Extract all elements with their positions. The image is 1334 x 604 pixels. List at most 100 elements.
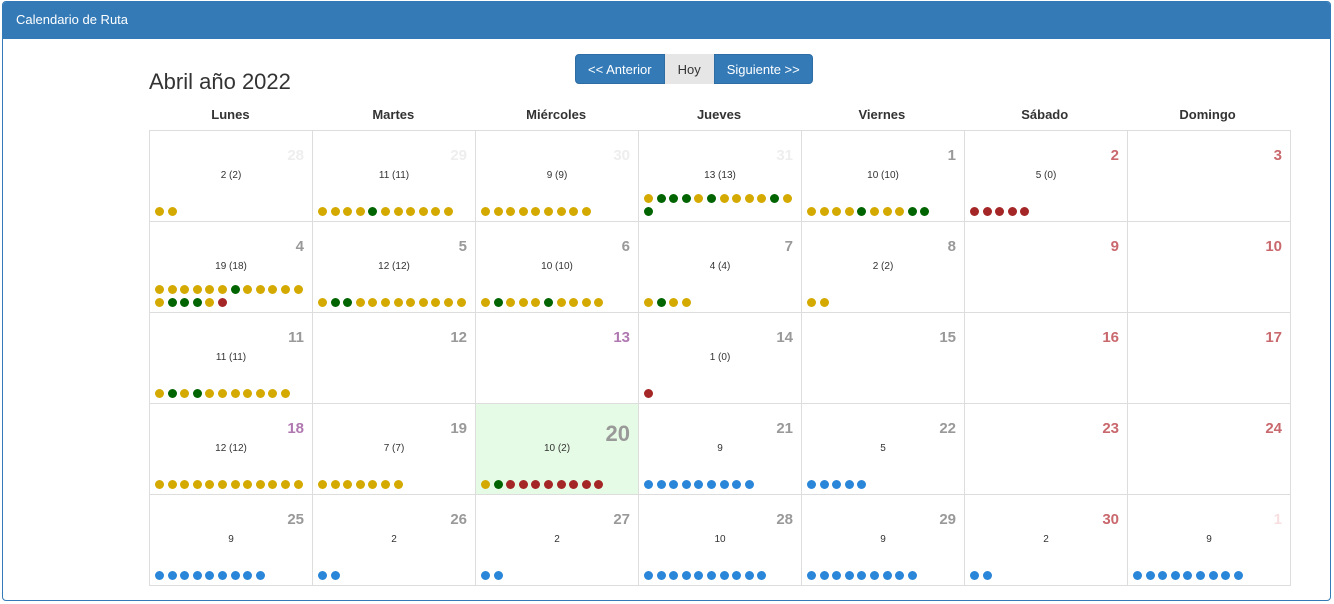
- route-status-dot[interactable]: [531, 480, 541, 489]
- calendar-day[interactable]: 12: [313, 313, 476, 404]
- route-status-dot[interactable]: [167, 480, 177, 489]
- route-status-dot[interactable]: [406, 298, 416, 307]
- route-status-dot[interactable]: [669, 298, 679, 307]
- route-status-dot[interactable]: [192, 389, 202, 398]
- calendar-day[interactable]: 23: [965, 404, 1128, 495]
- route-status-dot[interactable]: [857, 480, 867, 489]
- route-status-dot[interactable]: [1133, 571, 1142, 580]
- calendar-day[interactable]: 3: [1128, 131, 1291, 222]
- route-status-dot[interactable]: [280, 389, 290, 398]
- route-status-dot[interactable]: [644, 207, 653, 216]
- route-status-dot[interactable]: [443, 298, 453, 307]
- calendar-day[interactable]: 19 7 (7): [313, 404, 476, 495]
- route-status-dot[interactable]: [757, 194, 767, 203]
- next-month-button[interactable]: Siguiente >>: [713, 54, 813, 84]
- route-status-dot[interactable]: [970, 207, 979, 216]
- route-status-dot[interactable]: [205, 571, 215, 580]
- route-status-dot[interactable]: [644, 194, 653, 203]
- route-status-dot[interactable]: [230, 571, 240, 580]
- route-status-dot[interactable]: [970, 571, 979, 580]
- route-status-dot[interactable]: [355, 207, 365, 216]
- route-status-dot[interactable]: [255, 285, 265, 294]
- route-status-dot[interactable]: [205, 285, 215, 294]
- calendar-day[interactable]: 2 5 (0): [965, 131, 1128, 222]
- route-status-dot[interactable]: [581, 480, 591, 489]
- route-status-dot[interactable]: [1007, 207, 1017, 216]
- route-status-dot[interactable]: [907, 207, 917, 216]
- route-status-dot[interactable]: [330, 298, 340, 307]
- route-status-dot[interactable]: [895, 207, 905, 216]
- route-status-dot[interactable]: [330, 571, 340, 580]
- route-status-dot[interactable]: [1145, 571, 1155, 580]
- route-status-dot[interactable]: [1195, 571, 1205, 580]
- route-status-dot[interactable]: [782, 194, 792, 203]
- route-status-dot[interactable]: [192, 285, 202, 294]
- route-status-dot[interactable]: [669, 480, 679, 489]
- route-status-dot[interactable]: [556, 207, 566, 216]
- route-status-dot[interactable]: [644, 389, 653, 398]
- route-status-dot[interactable]: [167, 285, 177, 294]
- route-status-dot[interactable]: [857, 571, 867, 580]
- route-status-dot[interactable]: [456, 298, 466, 307]
- route-status-dot[interactable]: [832, 571, 842, 580]
- calendar-day[interactable]: 16: [965, 313, 1128, 404]
- route-status-dot[interactable]: [293, 480, 303, 489]
- route-status-dot[interactable]: [167, 389, 177, 398]
- route-status-dot[interactable]: [443, 207, 453, 216]
- route-status-dot[interactable]: [982, 207, 992, 216]
- route-status-dot[interactable]: [243, 285, 253, 294]
- route-status-dot[interactable]: [807, 298, 816, 307]
- route-status-dot[interactable]: [644, 571, 653, 580]
- route-status-dot[interactable]: [192, 571, 202, 580]
- route-status-dot[interactable]: [217, 480, 227, 489]
- route-status-dot[interactable]: [268, 285, 278, 294]
- calendar-day[interactable]: 27 2: [476, 495, 639, 586]
- route-status-dot[interactable]: [819, 298, 829, 307]
- calendar-day[interactable]: 31 13 (13): [639, 131, 802, 222]
- route-status-dot[interactable]: [380, 298, 390, 307]
- route-status-dot[interactable]: [982, 571, 992, 580]
- calendar-day[interactable]: 11 11 (11): [150, 313, 313, 404]
- calendar-day[interactable]: 25 9: [150, 495, 313, 586]
- route-status-dot[interactable]: [644, 298, 653, 307]
- route-status-dot[interactable]: [1208, 571, 1218, 580]
- route-status-dot[interactable]: [481, 207, 490, 216]
- route-status-dot[interactable]: [569, 207, 579, 216]
- route-status-dot[interactable]: [330, 207, 340, 216]
- route-status-dot[interactable]: [318, 480, 327, 489]
- route-status-dot[interactable]: [255, 480, 265, 489]
- route-status-dot[interactable]: [180, 285, 190, 294]
- route-status-dot[interactable]: [506, 298, 516, 307]
- calendar-day[interactable]: 15: [802, 313, 965, 404]
- route-status-dot[interactable]: [205, 389, 215, 398]
- route-status-dot[interactable]: [882, 207, 892, 216]
- route-status-dot[interactable]: [694, 571, 704, 580]
- calendar-day[interactable]: 17: [1128, 313, 1291, 404]
- route-status-dot[interactable]: [543, 480, 553, 489]
- route-status-dot[interactable]: [418, 298, 428, 307]
- route-status-dot[interactable]: [844, 571, 854, 580]
- route-status-dot[interactable]: [217, 571, 227, 580]
- calendar-day[interactable]: 29 11 (11): [313, 131, 476, 222]
- route-status-dot[interactable]: [155, 207, 164, 216]
- route-status-dot[interactable]: [192, 480, 202, 489]
- route-status-dot[interactable]: [167, 298, 177, 307]
- previous-month-button[interactable]: << Anterior: [575, 54, 665, 84]
- route-status-dot[interactable]: [681, 571, 691, 580]
- route-status-dot[interactable]: [1233, 571, 1243, 580]
- route-status-dot[interactable]: [556, 480, 566, 489]
- route-status-dot[interactable]: [1183, 571, 1193, 580]
- route-status-dot[interactable]: [531, 298, 541, 307]
- route-status-dot[interactable]: [656, 298, 666, 307]
- route-status-dot[interactable]: [706, 194, 716, 203]
- route-status-dot[interactable]: [431, 207, 441, 216]
- calendar-day[interactable]: 13: [476, 313, 639, 404]
- route-status-dot[interactable]: [418, 207, 428, 216]
- route-status-dot[interactable]: [644, 480, 653, 489]
- route-status-dot[interactable]: [832, 207, 842, 216]
- route-status-dot[interactable]: [869, 571, 879, 580]
- calendar-day-today[interactable]: 20 10 (2): [476, 404, 639, 495]
- route-status-dot[interactable]: [330, 480, 340, 489]
- route-status-dot[interactable]: [380, 207, 390, 216]
- route-status-dot[interactable]: [757, 571, 767, 580]
